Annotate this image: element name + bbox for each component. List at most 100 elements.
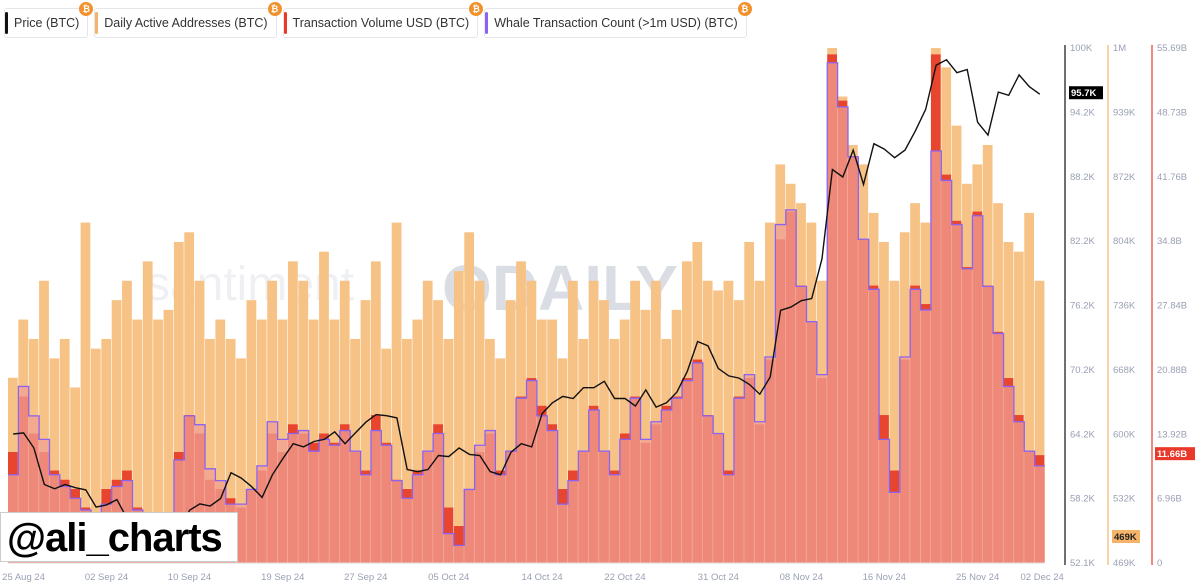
active-addresses-bar (184, 232, 195, 563)
price-tick-label: 64.2K (1070, 429, 1095, 440)
price-tick-label: 100K (1070, 43, 1093, 54)
active-addresses-bar (495, 358, 506, 563)
legend-label: Price (BTC) (14, 16, 80, 30)
legend-color-swatch (283, 12, 287, 34)
active-addresses-bar (422, 280, 433, 563)
x-tick-label: 27 Sep 24 (344, 572, 387, 583)
legend-item[interactable]: Whale Transaction Count (>1m USD) (BTC) ₿ (484, 2, 752, 38)
x-tick-label: 02 Dec 24 (1021, 572, 1064, 583)
active-addresses-bar (360, 300, 371, 563)
active-addresses-tick-label: 872K (1113, 172, 1136, 183)
legend-label: Daily Active Addresses (BTC) (104, 16, 268, 30)
volume-tick-label: 13.92B (1157, 429, 1187, 440)
active-addresses-bar (246, 300, 257, 563)
active-addresses-bar (889, 280, 900, 563)
active-addresses-bar (163, 309, 174, 563)
active-addresses-bar (370, 261, 381, 563)
legend-item[interactable]: Daily Active Addresses (BTC) ₿ (94, 2, 282, 38)
active-addresses-bar (298, 280, 309, 563)
price-tick-label: 82.2K (1070, 236, 1095, 247)
active-addresses-bar (287, 261, 298, 563)
watermark-handle: @ali_charts (0, 512, 238, 562)
price-tick-label: 58.2K (1070, 494, 1095, 505)
active-addresses-bar (90, 348, 101, 563)
active-addresses-tick-label: 939K (1113, 107, 1136, 118)
active-addresses-bar (505, 300, 516, 563)
active-addresses-bar (640, 309, 651, 563)
price-tick-label: 94.2K (1070, 107, 1095, 118)
active-addresses-bar (443, 338, 454, 563)
active-addresses-tick-label: 600K (1113, 429, 1136, 440)
x-tick-label: 19 Sep 24 (261, 572, 304, 583)
active-addresses-tick-label: 668K (1113, 365, 1136, 376)
legend-color-swatch (95, 12, 99, 34)
active-addresses-bar (153, 319, 163, 563)
active-addresses-bar (132, 319, 143, 563)
price-tick-label: 76.2K (1070, 301, 1095, 312)
active-addresses-bar (567, 280, 578, 563)
legend-item[interactable]: Price (BTC) ₿ (4, 2, 94, 38)
active-addresses-bar (339, 280, 350, 563)
volume-badge (1155, 447, 1195, 461)
volume-tick-label: 34.8B (1157, 236, 1182, 247)
active-addresses-bar (205, 338, 215, 563)
legend-color-swatch (5, 12, 8, 34)
x-tick-label: 14 Oct 24 (521, 572, 562, 583)
active-addresses-current-value: 469K (1114, 532, 1137, 543)
active-addresses-bar (256, 319, 267, 563)
active-addresses-bar (557, 358, 568, 563)
volume-tick-label: 20.88B (1157, 365, 1187, 376)
active-addresses-tick-label: 532K (1113, 494, 1136, 505)
price-badge (1069, 86, 1103, 100)
legend-item[interactable]: Transaction Volume USD (BTC) ₿ (282, 2, 484, 38)
active-addresses-tick-label: 1M (1113, 43, 1126, 54)
active-addresses-bar (319, 251, 329, 564)
active-addresses-tick-label: 804K (1113, 236, 1136, 247)
active-addresses-bar (194, 280, 205, 563)
active-addresses-bar (402, 338, 412, 563)
active-addresses-bar (599, 300, 609, 563)
active-addresses-bar (609, 338, 620, 563)
active-addresses-bar (59, 338, 70, 563)
active-addresses-bar (215, 319, 226, 563)
x-tick-label: 10 Sep 24 (168, 572, 211, 583)
whale-count-line (8, 62, 1045, 546)
legend-label: Transaction Volume USD (BTC) (292, 16, 470, 30)
x-tick-label: 25 Nov 24 (956, 572, 999, 583)
active-addresses-bar (879, 241, 889, 563)
bitcoin-icon: ₿ (267, 2, 282, 16)
active-addresses-bar (474, 280, 485, 563)
active-addresses-bar (236, 358, 246, 563)
active-addresses-bar (39, 280, 49, 563)
volume-tick-label: 41.76B (1157, 172, 1187, 183)
active-addresses-bar (1024, 212, 1035, 563)
active-addresses-bar (49, 358, 60, 563)
legend: Price (BTC) ₿ Daily Active Addresses (BTC)… (4, 2, 752, 38)
active-addresses-bar (723, 280, 734, 563)
volume-current-value: 11.66B (1157, 449, 1187, 460)
active-addresses-bar (329, 319, 340, 563)
active-addresses-tick-label: 469K (1113, 558, 1136, 569)
active-addresses-bar (173, 241, 184, 563)
active-addresses-bar (111, 300, 122, 563)
active-addresses-bar (101, 338, 112, 563)
active-addresses-bar (142, 261, 153, 563)
volume-tick-label: 0 (1157, 558, 1162, 569)
active-addresses-bar (80, 222, 91, 563)
x-tick-label: 02 Sep 24 (85, 572, 128, 583)
x-tick-label: 22 Oct 24 (604, 572, 645, 583)
active-addresses-bar (225, 338, 236, 563)
active-addresses-bar (412, 319, 423, 563)
x-tick-label: 16 Nov 24 (863, 572, 906, 583)
price-tick-label: 52.1K (1070, 558, 1095, 569)
active-addresses-bar (1034, 280, 1045, 563)
active-addresses-bar (713, 290, 723, 563)
volume-bar (453, 526, 464, 563)
x-tick-label: 25 Aug 24 (2, 572, 45, 583)
active-addresses-bar (453, 271, 464, 563)
legend-color-swatch (485, 12, 489, 34)
price-current-value: 95.7K (1071, 88, 1096, 99)
bitcoin-icon: ₿ (79, 2, 94, 16)
bitcoin-icon: ₿ (737, 2, 752, 16)
